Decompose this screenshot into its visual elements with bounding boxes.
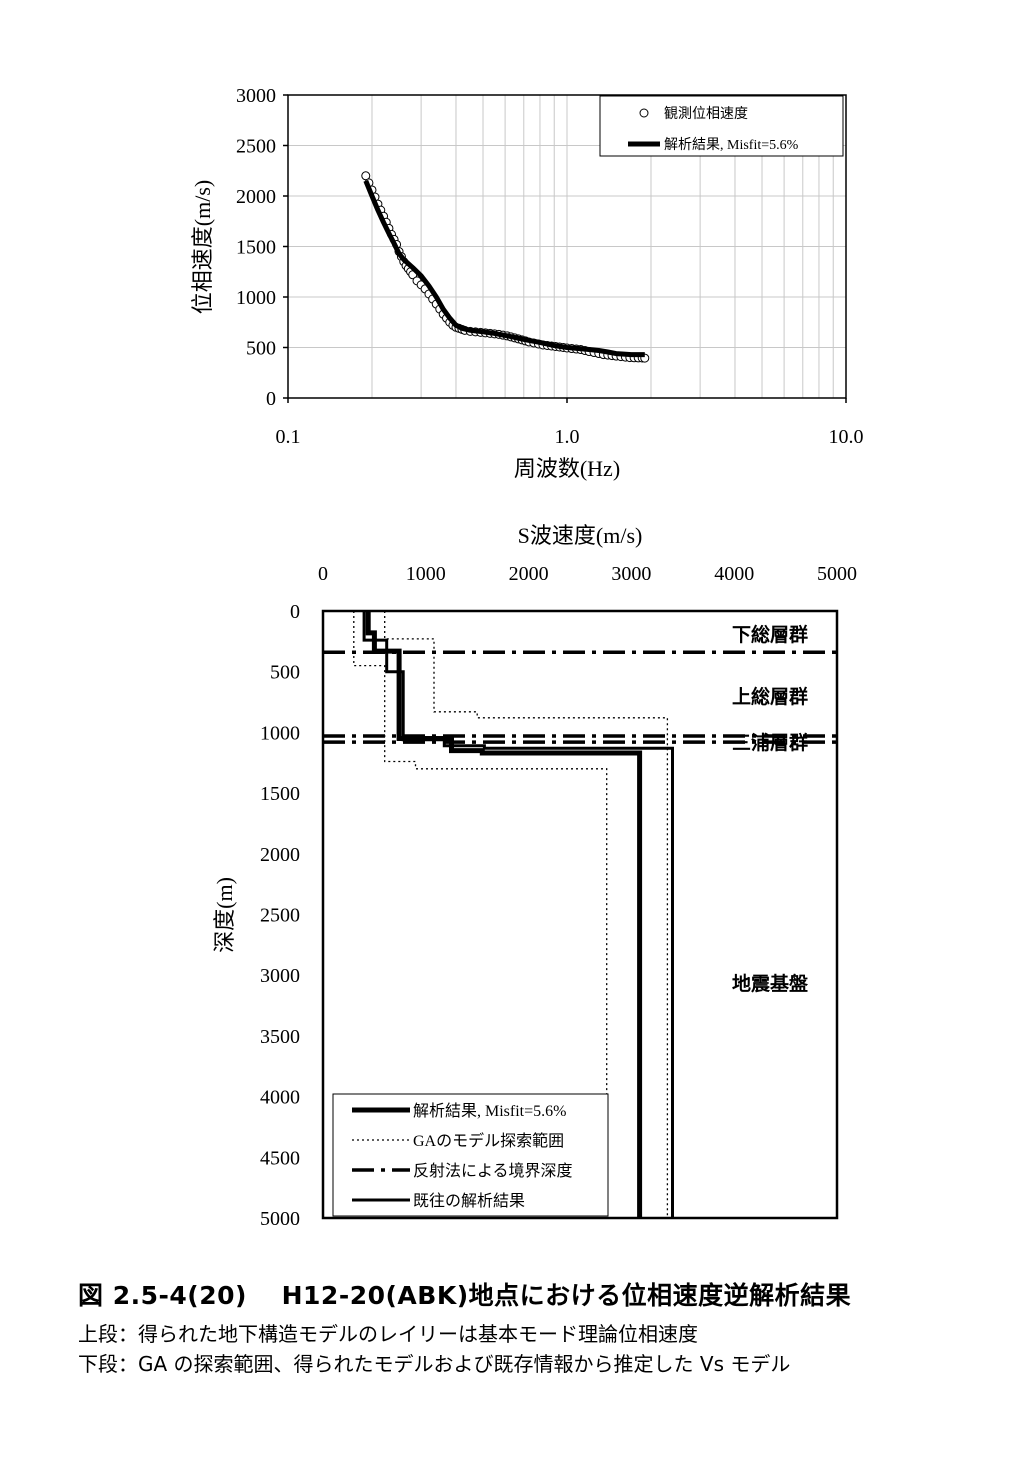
y-axis-label: 位相速度(m/s) — [190, 180, 215, 314]
ga-search-range-line — [353, 611, 608, 1218]
legend-label-previous: 既往の解析結果 — [413, 1192, 525, 1210]
analysis-result-line — [365, 611, 643, 1218]
figure-caption-title: 図 2.5-4(20) H12-20(ABK)地点における位相速度逆解析結果 — [78, 1281, 852, 1310]
ga-search-range-line — [384, 611, 669, 1218]
y-tick-label: 500 — [246, 338, 276, 360]
y-axis-label: 深度(m) — [212, 877, 237, 953]
x-tick-label: 4000 — [714, 563, 754, 585]
legend-label-analysis: 解析結果, Misfit=5.6% — [413, 1102, 566, 1120]
x-tick-label: 0 — [318, 563, 328, 585]
legend-label-analysis: 解析結果, Misfit=5.6% — [664, 137, 799, 153]
y-tick-label: 1500 — [236, 237, 276, 259]
legend-chart2: 解析結果, Misfit=5.6% GAのモデル探索範囲反射法による境界深度既往の… — [332, 1093, 609, 1217]
y-tick-label: 1500 — [260, 783, 300, 805]
y-tick-label: 3000 — [236, 85, 276, 107]
y-tick-label: 4500 — [260, 1147, 300, 1169]
y-tick-label: 3500 — [260, 1026, 300, 1048]
x-axis-label: 周波数(Hz) — [514, 456, 620, 481]
y-tick-label: 2000 — [260, 844, 300, 866]
y-tick-label: 1000 — [260, 722, 300, 744]
x-tick-label: 1.0 — [555, 426, 580, 448]
y-tick-label: 3000 — [260, 965, 300, 987]
plot-frame — [321, 609, 839, 1220]
y-tick-label: 2000 — [236, 186, 276, 208]
legend-box — [332, 1093, 609, 1217]
figure-caption-line2: 下段：GA の探索範囲、得られたモデルおよび既存情報から推定した Vs モデル — [78, 1352, 791, 1376]
y-tick-label: 0 — [266, 388, 276, 410]
x-tick-label: 0.1 — [276, 426, 301, 448]
legend-marker-observed — [639, 108, 649, 118]
annotation-bedrock: 地震基盤 — [732, 972, 809, 995]
legend-label-reflection: 反射法による境界深度 — [413, 1161, 573, 1180]
figure-caption-line1: 上段：得られた地下構造モデルのレイリーは基本モード理論位相速度 — [78, 1322, 698, 1346]
x-tick-label: 1000 — [406, 563, 446, 585]
y-tick-label: 500 — [270, 662, 300, 684]
y-tick-label: 5000 — [260, 1208, 300, 1230]
y-tick-label: 2500 — [260, 905, 300, 927]
y-tick-label: 2500 — [236, 136, 276, 158]
analysis-result-line — [363, 179, 645, 358]
legend-label-ga: GAのモデル探索範囲 — [413, 1131, 564, 1150]
x-tick-label: 2000 — [509, 563, 549, 585]
y-tick-label: 0 — [290, 601, 300, 623]
x-axis-label: S波速度(m/s) — [518, 523, 643, 548]
annotation-kazusa: 上総層群 — [732, 685, 808, 708]
y-tick-label: 4000 — [260, 1087, 300, 1109]
y-tick-label: 1000 — [236, 287, 276, 309]
legend-label-observed: 観測位相速度 — [664, 105, 748, 122]
phase-velocity-chart: 0 500 1000 1500 2000 2500 3000 0.1 1.0 10.0 周波数(Hz… — [190, 85, 864, 481]
annotation-miura: 三浦層群 — [732, 731, 808, 754]
x-tick-label: 5000 — [817, 563, 857, 585]
annotation-shimousa: 下総層群 — [732, 623, 808, 646]
x-tick-label: 10.0 — [829, 426, 864, 448]
x-tick-label: 3000 — [611, 563, 651, 585]
